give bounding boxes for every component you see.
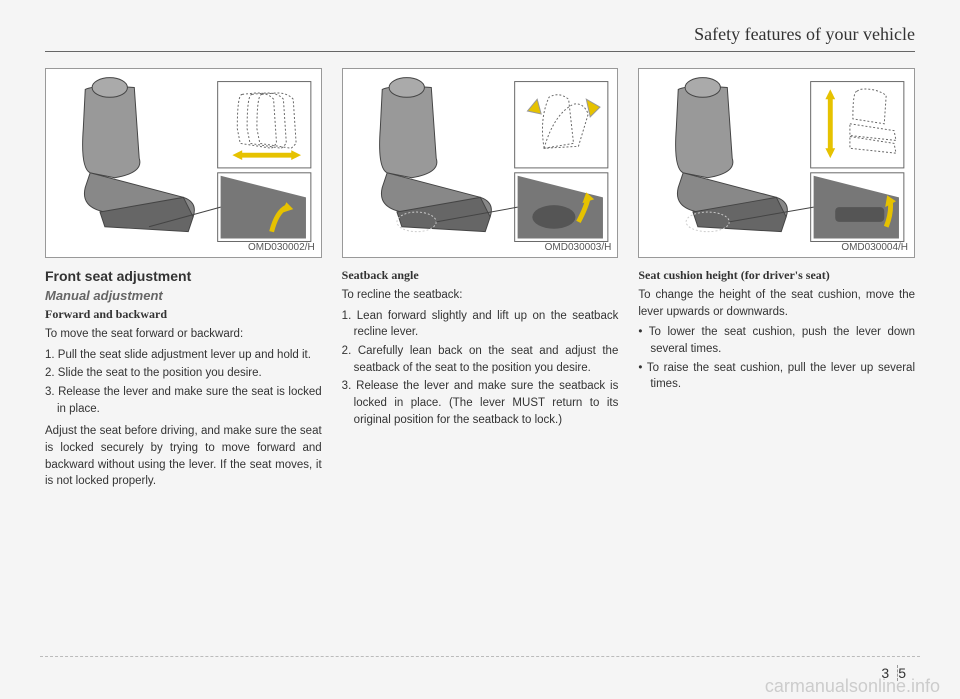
col3-intro: To change the height of the seat cushion… — [638, 287, 915, 320]
col2-list-3: 3. Release the lever and make sure the s… — [342, 378, 619, 428]
page-header: Safety features of your vehicle — [45, 10, 915, 52]
footer-dashed-line — [40, 656, 920, 657]
col2-bold-title: Seatback angle — [342, 268, 619, 283]
col1-list-2: 2. Slide the seat to the position you de… — [45, 365, 322, 382]
col2-intro: To recline the seatback: — [342, 287, 619, 304]
col1-sub-title: Manual adjustment — [45, 288, 322, 303]
col1-intro: To move the seat forward or backward: — [45, 326, 322, 343]
col1-list-1: 1. Pull the seat slide adjustment lever … — [45, 347, 322, 364]
col1-para: Adjust the seat before driving, and make… — [45, 423, 322, 490]
col1-bold-title: Forward and backward — [45, 307, 322, 322]
figure-3-label: OMD030004/H — [841, 242, 908, 253]
column-2: OMD030003/H Seatback angle To recline th… — [342, 68, 619, 494]
col1-list-3: 3. Release the lever and make sure the s… — [45, 384, 322, 417]
figure-1-label: OMD030002/H — [248, 242, 315, 253]
figure-2-label: OMD030003/H — [545, 242, 612, 253]
watermark: carmanualsonline.info — [765, 676, 940, 697]
column-3: OMD030004/H Seat cushion height (for dri… — [638, 68, 915, 494]
column-1: OMD030002/H Front seat adjustment Manual… — [45, 68, 322, 494]
figure-3: OMD030004/H — [638, 68, 915, 258]
figure-2: OMD030003/H — [342, 68, 619, 258]
figure-1: OMD030002/H — [45, 68, 322, 258]
header-title: Safety features of your vehicle — [694, 24, 915, 44]
col3-bold-title: Seat cushion height (for driver's seat) — [638, 268, 915, 283]
col3-bullet-1: • To lower the seat cushion, push the le… — [638, 324, 915, 357]
col3-bullet-2: • To raise the seat cushion, pull the le… — [638, 360, 915, 393]
content-columns: OMD030002/H Front seat adjustment Manual… — [45, 68, 915, 494]
col2-list-2: 2. Carefully lean back on the seat and a… — [342, 343, 619, 376]
col1-section-title: Front seat adjustment — [45, 268, 322, 284]
col2-list-1: 1. Lean forward slightly and lift up on … — [342, 308, 619, 341]
